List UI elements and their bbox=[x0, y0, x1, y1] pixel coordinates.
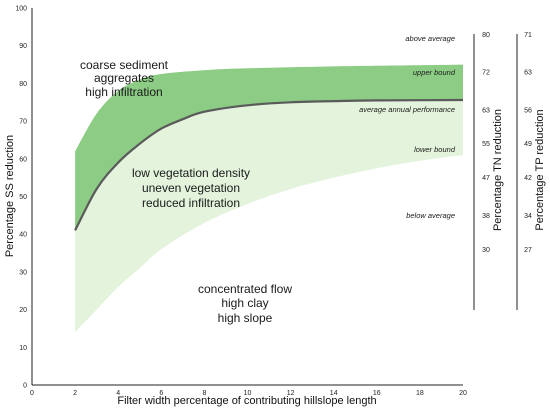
region-label-mid: low vegetation density uneven vegetation… bbox=[132, 166, 250, 210]
tn-tick-label: 30 bbox=[482, 247, 490, 254]
y-tick-label: 90 bbox=[19, 43, 27, 50]
tn-tick-label: 80 bbox=[482, 32, 490, 39]
y-tick-label: 30 bbox=[19, 269, 27, 276]
region-mid-line-3: reduced infiltration bbox=[142, 196, 240, 210]
ticks-layer: 0 2 4 6 8 10 12 14 16 18 20 0 10 20 30 40 50 60 70 80 90 100 bbox=[15, 6, 467, 398]
y-tick-label: 70 bbox=[19, 119, 27, 126]
x-tick-label: 0 bbox=[30, 390, 34, 397]
region-top-line-1: coarse sediment bbox=[80, 58, 169, 72]
average-line bbox=[74, 98, 464, 231]
note-above-average: above average bbox=[405, 34, 455, 43]
bands-layer bbox=[74, 64, 464, 333]
tp-tick-label: 56 bbox=[524, 107, 532, 114]
y-tick-label: 0 bbox=[23, 383, 27, 390]
region-label-top: coarse sediment aggregates high infiltra… bbox=[80, 58, 169, 99]
region-low-line-1: concentrated flow bbox=[198, 282, 292, 296]
tn-axis-title: Percentage TN reduction bbox=[492, 109, 504, 231]
region-low-line-3: high slope bbox=[218, 311, 273, 325]
note-upper-bound: upper bound bbox=[413, 68, 456, 77]
tn-tick-label: 63 bbox=[482, 107, 490, 114]
tn-tick-label: 72 bbox=[482, 70, 490, 77]
y-tick-label: 80 bbox=[19, 81, 27, 88]
y-tick-label: 10 bbox=[19, 345, 27, 352]
upper-band bbox=[75, 64, 463, 231]
x-axis-title: Filter width percentage of contributing … bbox=[117, 395, 376, 407]
x-tick-label: 6 bbox=[159, 390, 163, 397]
x-tick-label: 20 bbox=[459, 390, 467, 397]
tp-tick-label: 71 bbox=[524, 32, 532, 39]
x-tick-label: 8 bbox=[202, 390, 206, 397]
x-tick-label: 16 bbox=[373, 390, 381, 397]
axes-layer bbox=[31, 8, 463, 386]
secondary-axes: 80 72 63 55 47 38 30 Percentage TN reduction 71 6… bbox=[473, 32, 546, 310]
tp-axis-title: Percentage TP reduction bbox=[534, 109, 546, 230]
region-mid-line-1: low vegetation density bbox=[132, 166, 250, 180]
x-tick-label: 18 bbox=[416, 390, 424, 397]
x-tick-label: 2 bbox=[73, 390, 77, 397]
tp-tick-label: 34 bbox=[524, 213, 532, 220]
x-tick-label: 10 bbox=[244, 390, 252, 397]
y-tick-label: 60 bbox=[19, 156, 27, 163]
y-axis-title: Percentage SS reduction bbox=[4, 135, 16, 257]
y-tick-label: 20 bbox=[19, 307, 27, 314]
lower-band bbox=[75, 100, 463, 333]
tn-tick-label: 38 bbox=[482, 213, 490, 220]
note-below-average: below average bbox=[406, 211, 455, 220]
y-tick-label: 50 bbox=[19, 194, 27, 201]
tp-tick-label: 63 bbox=[524, 70, 532, 77]
tp-tick-label: 49 bbox=[524, 141, 532, 148]
y-tick-label: 100 bbox=[15, 6, 27, 13]
tn-tick-label: 47 bbox=[482, 175, 490, 182]
region-top-line-2: aggregates bbox=[94, 71, 154, 85]
note-lower-bound: lower bound bbox=[414, 145, 456, 154]
note-average-annual-performance: average annual performance bbox=[359, 105, 455, 114]
region-low-line-2: high clay bbox=[221, 296, 268, 310]
x-tick-label: 12 bbox=[287, 390, 295, 397]
region-label-low: concentrated flow high clay high slope bbox=[198, 282, 292, 325]
tn-tick-label: 55 bbox=[482, 141, 490, 148]
tp-tick-label: 27 bbox=[524, 247, 532, 254]
y-tick-label: 40 bbox=[19, 232, 27, 239]
tp-tick-label: 42 bbox=[524, 175, 532, 182]
region-top-line-3: high infiltration bbox=[85, 85, 162, 99]
x-tick-label: 14 bbox=[330, 390, 338, 397]
region-mid-line-2: uneven vegetation bbox=[142, 181, 240, 195]
x-tick-label: 4 bbox=[116, 390, 120, 397]
